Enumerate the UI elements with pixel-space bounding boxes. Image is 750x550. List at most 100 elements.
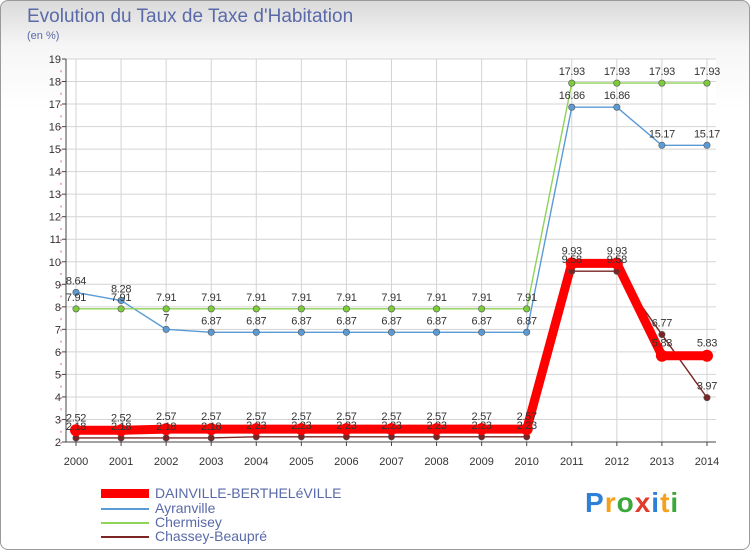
data-point-ayranville bbox=[613, 103, 621, 111]
data-label-chermisey: 7.91 bbox=[381, 292, 401, 304]
data-point-chermisey bbox=[478, 305, 486, 313]
y-tick-label: 15 bbox=[49, 144, 61, 156]
data-label-chermisey: 7.91 bbox=[156, 292, 176, 304]
data-label-ayranville: 15.17 bbox=[694, 128, 720, 140]
x-tick-label: 2003 bbox=[199, 456, 223, 468]
data-point-dainville bbox=[205, 423, 218, 436]
data-point-ayranville bbox=[703, 141, 711, 149]
data-label-ayranville: 16.86 bbox=[604, 90, 630, 102]
data-label-chermisey: 17.93 bbox=[604, 66, 630, 78]
data-label-ayranville: 8.64 bbox=[66, 275, 86, 287]
legend-label-chassey: Chassey-Beaupré bbox=[155, 528, 268, 544]
data-point-dainville bbox=[115, 424, 128, 437]
data-label-chassey: 2.18 bbox=[66, 421, 86, 433]
legend-swatch-ayranville bbox=[101, 508, 149, 510]
data-point-chermisey bbox=[523, 305, 531, 313]
data-label-ayranville: 16.86 bbox=[559, 90, 585, 102]
y-tick-label: 11 bbox=[50, 234, 61, 246]
data-label-ayranville: 7 bbox=[163, 312, 169, 324]
data-label-chermisey: 7.91 bbox=[291, 292, 311, 304]
data-point-chermisey bbox=[297, 305, 305, 313]
x-tick-label: 2005 bbox=[289, 456, 313, 468]
data-point-dainville bbox=[430, 423, 443, 436]
x-tick-label: 2000 bbox=[64, 456, 88, 468]
legend-swatch-dainville bbox=[101, 489, 149, 498]
data-point-dainville bbox=[160, 423, 173, 436]
data-label-ayranville: 6.87 bbox=[291, 315, 311, 327]
logo-letter: P bbox=[585, 487, 605, 518]
y-tick-label: 3 bbox=[55, 414, 61, 426]
data-point-chermisey bbox=[162, 305, 170, 313]
data-point-ayranville bbox=[433, 328, 441, 336]
data-label-dainville: 2.57 bbox=[336, 411, 356, 423]
logo-letter: r bbox=[604, 487, 617, 518]
y-tick-label: 6 bbox=[55, 347, 61, 359]
legend-swatch-chermisey bbox=[101, 522, 149, 524]
legend-label-dainville: DAINVILLE-BERTHELéVILLE bbox=[155, 485, 342, 501]
data-label-chermisey: 7.91 bbox=[472, 292, 492, 304]
y-tick-label: 8 bbox=[55, 302, 61, 314]
data-label-dainville: 2.57 bbox=[426, 411, 446, 423]
legend-label-ayranville: Ayranville bbox=[155, 500, 216, 516]
data-label-chermisey: 7.91 bbox=[336, 292, 356, 304]
data-point-dainville bbox=[655, 349, 668, 362]
data-point-ayranville bbox=[387, 328, 395, 336]
x-tick-label: 2012 bbox=[605, 456, 629, 468]
data-point-dainville bbox=[700, 349, 713, 362]
data-point-chassey bbox=[658, 331, 666, 339]
data-point-ayranville bbox=[658, 141, 666, 149]
chart-title: Evolution du Taux de Taxe d'Habitation bbox=[27, 6, 354, 27]
data-point-ayranville bbox=[117, 297, 125, 305]
data-label-ayranville: 6.87 bbox=[336, 315, 356, 327]
data-point-chermisey bbox=[117, 305, 125, 313]
data-label-ayranville: 6.87 bbox=[381, 315, 401, 327]
y-tick-label: 16 bbox=[49, 122, 61, 134]
data-label-dainville: 9.93 bbox=[607, 245, 627, 257]
data-point-dainville bbox=[475, 423, 488, 436]
x-tick-label: 2008 bbox=[424, 456, 448, 468]
logo-letter: x bbox=[634, 487, 652, 518]
y-tick-label: 14 bbox=[49, 167, 61, 179]
y-tick-label: 7 bbox=[55, 324, 61, 336]
x-tick-label: 2010 bbox=[514, 456, 538, 468]
data-point-dainville bbox=[340, 423, 353, 436]
data-label-dainville: 2.57 bbox=[246, 411, 266, 423]
data-point-chassey bbox=[207, 434, 215, 442]
data-point-dainville bbox=[385, 423, 398, 436]
data-label-dainville: 9.93 bbox=[562, 245, 582, 257]
data-point-chermisey bbox=[72, 305, 80, 313]
data-point-ayranville bbox=[342, 328, 350, 336]
data-label-chassey: 2.18 bbox=[111, 421, 131, 433]
legend-label-chermisey: Chermisey bbox=[155, 514, 222, 530]
data-point-chermisey bbox=[207, 305, 215, 313]
data-point-ayranville bbox=[478, 328, 486, 336]
data-label-chermisey: 7.91 bbox=[246, 292, 266, 304]
data-label-chassey: 2.23 bbox=[426, 420, 446, 432]
x-tick-label: 2001 bbox=[109, 456, 133, 468]
y-tick-label: 13 bbox=[49, 189, 61, 201]
data-label-chermisey: 17.93 bbox=[559, 66, 585, 78]
data-label-dainville: 2.57 bbox=[201, 411, 221, 423]
data-label-ayranville: 6.87 bbox=[246, 315, 266, 327]
data-label-ayranville: 15.17 bbox=[649, 128, 675, 140]
data-label-dainville: 5.83 bbox=[652, 338, 672, 350]
x-tick-label: 2011 bbox=[560, 456, 584, 468]
logo-letter: i bbox=[670, 487, 680, 518]
data-point-chermisey bbox=[658, 79, 666, 87]
data-point-dainville bbox=[70, 424, 82, 437]
data-point-chermisey bbox=[252, 305, 260, 313]
data-point-dainville bbox=[565, 257, 578, 270]
logo-letter: i bbox=[651, 487, 661, 518]
data-label-ayranville: 6.87 bbox=[201, 315, 221, 327]
x-tick-label: 2002 bbox=[154, 456, 178, 468]
data-label-ayranville: 6.87 bbox=[426, 315, 446, 327]
data-point-chermisey bbox=[387, 305, 395, 313]
data-label-dainville: 5.83 bbox=[697, 338, 717, 350]
data-label-chassey: 2.18 bbox=[201, 421, 221, 433]
data-label-ayranville: 6.87 bbox=[472, 315, 492, 327]
data-label-dainville: 2.57 bbox=[472, 411, 492, 423]
y-tick-label: 18 bbox=[49, 77, 61, 89]
data-label-chassey: 2.18 bbox=[156, 421, 176, 433]
data-point-ayranville bbox=[297, 328, 305, 336]
